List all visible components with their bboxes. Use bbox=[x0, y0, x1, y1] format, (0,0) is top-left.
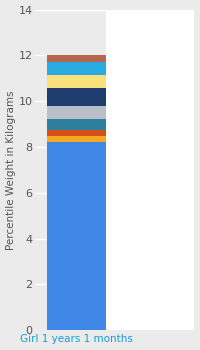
Bar bbox=[47, 75, 106, 88]
Bar bbox=[47, 88, 106, 106]
Bar bbox=[47, 119, 106, 130]
Bar bbox=[106, 9, 200, 330]
Bar bbox=[47, 88, 106, 106]
Bar bbox=[47, 136, 106, 142]
Bar bbox=[47, 55, 106, 62]
Bar bbox=[47, 142, 106, 330]
Bar bbox=[47, 106, 106, 119]
Bar bbox=[47, 55, 106, 62]
Bar bbox=[47, 119, 106, 130]
Y-axis label: Percentile Weight in Kilograms: Percentile Weight in Kilograms bbox=[6, 90, 16, 250]
Bar bbox=[47, 130, 106, 136]
Bar bbox=[47, 136, 106, 142]
Bar bbox=[47, 62, 106, 75]
Bar bbox=[47, 130, 106, 136]
Bar bbox=[47, 62, 106, 75]
Bar bbox=[47, 142, 106, 330]
Bar bbox=[47, 106, 106, 119]
Bar bbox=[47, 75, 106, 88]
